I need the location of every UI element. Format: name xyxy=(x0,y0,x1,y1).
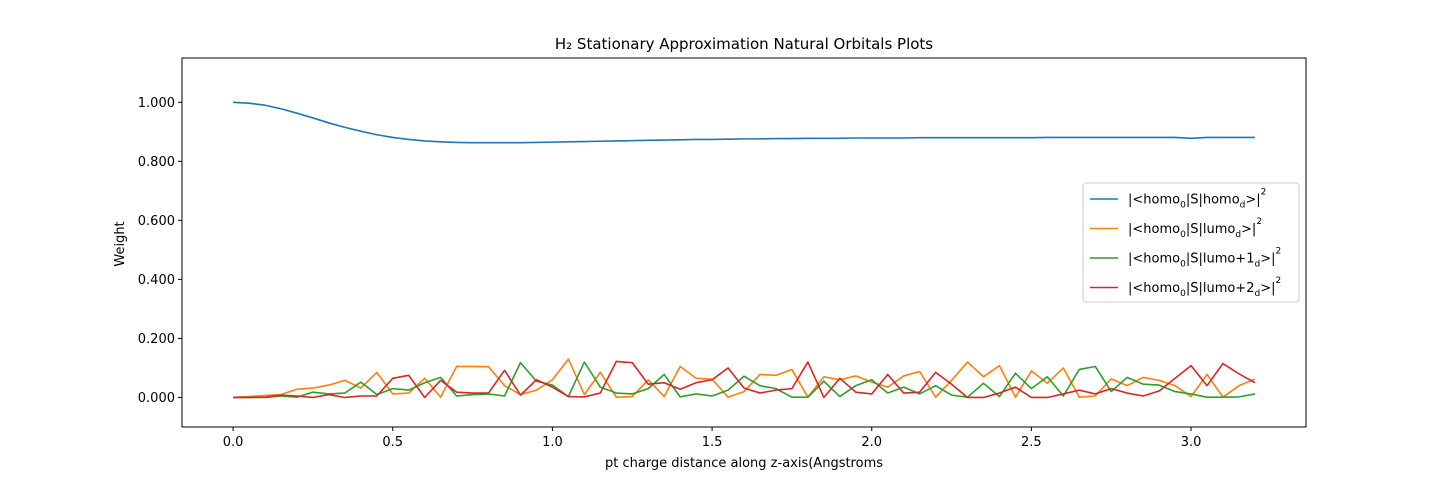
y-tick-label: 0.200 xyxy=(138,332,175,347)
legend-entry-4: |<homo0|S|lumo+2d>|2 xyxy=(1128,276,1281,299)
legend-box xyxy=(1082,182,1300,303)
x-tick-label: 0.5 xyxy=(382,435,403,450)
legend: |<homo0|S|homod>|2 |<homo0|S|lumod>|2 |<ho… xyxy=(1082,182,1300,303)
series-line-2 xyxy=(233,358,1256,399)
x-tick-label: 2.5 xyxy=(1021,435,1042,450)
chart-title: H₂ Stationary Approximation Natural Orbi… xyxy=(555,35,933,53)
y-tick-label: 0.400 xyxy=(138,273,175,288)
y-tick-label: 0.600 xyxy=(138,214,175,229)
x-tick-label: 1.5 xyxy=(702,435,723,450)
legend-entry-3: |<homo0|S|lumo+1d>|2 xyxy=(1128,247,1281,270)
legend-entry-2: |<homo0|S|lumod>|2 xyxy=(1128,217,1262,240)
x-tick-label: 1.0 xyxy=(542,435,563,450)
x-tick-label: 3.0 xyxy=(1181,435,1202,450)
y-tick-label: 0.800 xyxy=(138,155,175,170)
series-line-4 xyxy=(233,360,1256,399)
plot-area xyxy=(181,57,1307,428)
series-line-1 xyxy=(233,101,1255,144)
y-axis: 0.000 0.200 0.400 0.600 0.800 1.000 xyxy=(138,96,182,406)
plot-frame xyxy=(181,57,1307,428)
y-tick-label: 0.000 xyxy=(138,391,175,406)
series-line-3 xyxy=(233,361,1256,399)
x-tick-label: 0.0 xyxy=(223,435,244,450)
y-axis-label: Weight xyxy=(113,221,128,266)
x-axis-label: pt charge distance along z-axis(Angstrom… xyxy=(605,456,883,471)
y-tick-label: 1.000 xyxy=(138,96,175,111)
x-axis: 0.0 0.5 1.0 1.5 2.0 2.5 3.0 xyxy=(223,427,1202,450)
x-tick-label: 2.0 xyxy=(861,435,882,450)
legend-entry-1: |<homo0|S|homod>|2 xyxy=(1128,188,1266,211)
